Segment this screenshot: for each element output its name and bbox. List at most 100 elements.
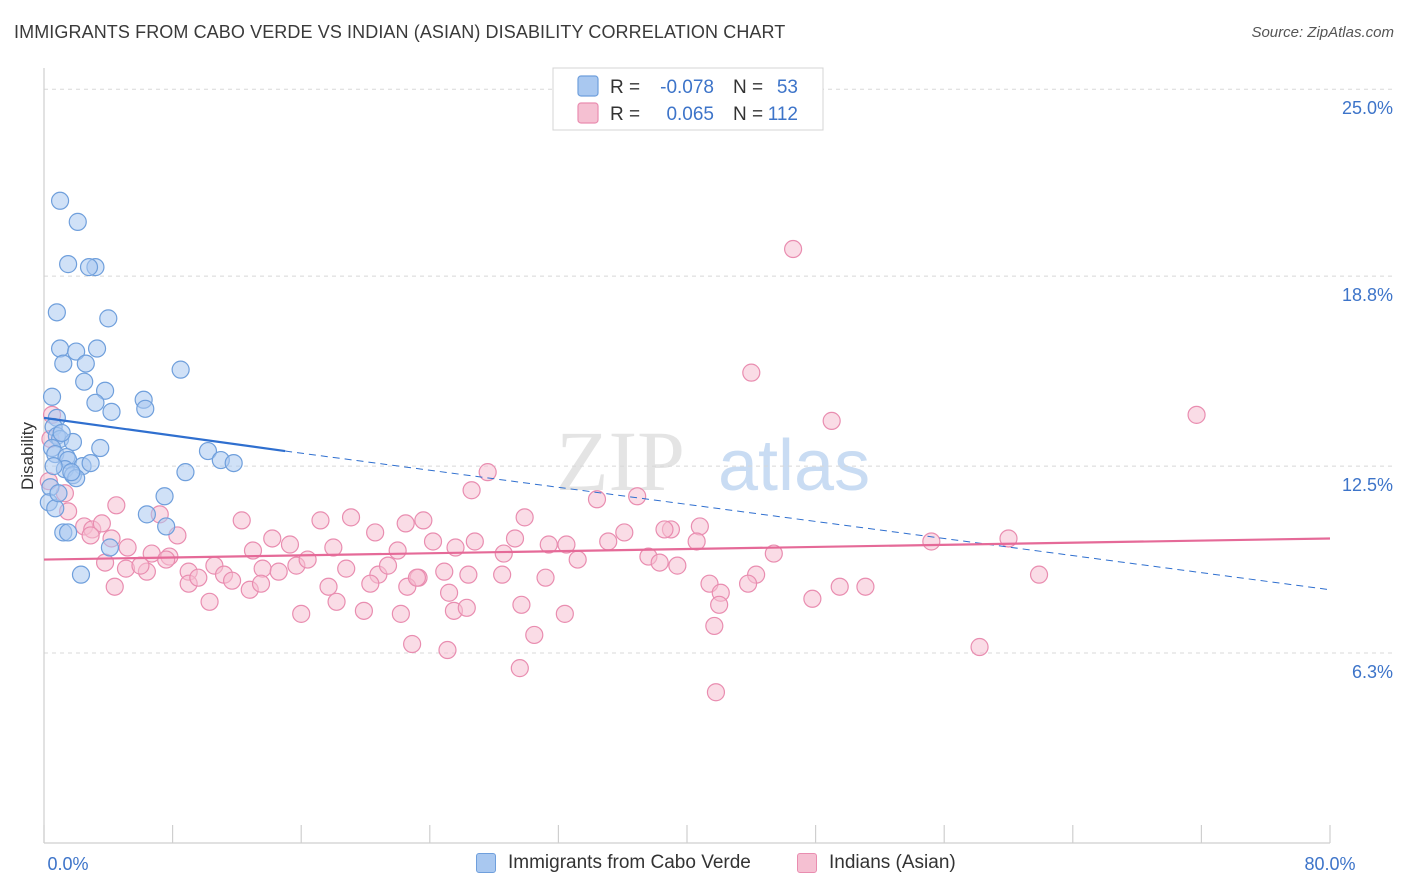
- indian-asian-point: [742, 363, 761, 382]
- indian-asian-point: [189, 568, 208, 587]
- cabo-verde-point: [157, 517, 176, 536]
- indian-asian-point: [366, 523, 385, 542]
- chart-title: IMMIGRANTS FROM CABO VERDE VS INDIAN (AS…: [14, 22, 786, 42]
- indian-asian-point: [354, 601, 373, 620]
- cabo-verde-point: [176, 463, 195, 482]
- indian-asian-point: [706, 683, 726, 702]
- legend-item-indian-asian: Indians (Asian): [797, 852, 956, 874]
- indian-asian-point: [435, 562, 454, 581]
- legend-label-cabo-verde: Immigrants from Cabo Verde: [508, 852, 751, 873]
- indian-asian-point: [269, 562, 288, 581]
- cabo-verde-point: [99, 309, 118, 328]
- cabo-verde-point: [224, 453, 243, 473]
- cabo-verde-point: [52, 423, 71, 443]
- indian-asian-point: [856, 577, 875, 596]
- x-tick-label-min: 0.0%: [47, 854, 88, 874]
- indian-asian-point: [587, 490, 607, 509]
- cabo-verde-point: [86, 393, 105, 412]
- indian-asian-point: [396, 514, 415, 533]
- indian-asian-point: [311, 511, 330, 530]
- indian-asian-point: [462, 481, 481, 500]
- indian-asian-point: [280, 535, 300, 554]
- cabo-verde-point: [67, 342, 86, 361]
- indian-asian-point: [92, 514, 111, 533]
- indian-asian-point: [705, 616, 724, 636]
- indian-asian-point: [1187, 405, 1206, 424]
- indian-asian-point: [970, 637, 989, 657]
- cabo-verde-point: [91, 438, 110, 458]
- cabo-verde-point: [198, 441, 218, 461]
- indian-asian-point: [361, 574, 380, 593]
- indian-asian-point: [438, 640, 457, 660]
- indian-asian-point: [822, 411, 841, 430]
- trend-lines: [43, 416, 1331, 591]
- indian-asian-point: [157, 550, 176, 569]
- cabo-verde-point: [79, 258, 99, 277]
- indian-asian-point: [378, 556, 398, 575]
- legend-item-cabo-verde: Immigrants from Cabo Verde: [476, 852, 751, 874]
- indian-asian-point: [615, 523, 634, 542]
- cabo-verde-point: [76, 354, 95, 373]
- indian-asian-point: [505, 529, 525, 548]
- indian-asian-point: [391, 604, 410, 623]
- indian-asian-point: [922, 532, 941, 551]
- legend-n-value-pink: 112: [768, 104, 798, 125]
- indian-asian-point: [478, 463, 497, 482]
- indian-asian-point: [459, 565, 478, 584]
- y-tick-labels: 6.3% 12.5% 18.8% 25.0%: [1342, 98, 1393, 682]
- indian-asian-points: [39, 239, 1206, 702]
- indian-asian-point: [783, 239, 803, 259]
- indian-asian-point: [407, 568, 427, 587]
- indian-asian-point: [200, 592, 219, 611]
- cabo-verde-point: [50, 191, 70, 210]
- cabo-verde-point: [54, 354, 73, 373]
- legend-swatch-pink: [577, 102, 599, 124]
- indian-asian-point: [690, 517, 709, 536]
- y-tick-label: 12.5%: [1342, 475, 1393, 495]
- cabo-verde-trend-extension: [285, 450, 1331, 591]
- indian-asian-point: [95, 553, 115, 572]
- indian-asian-point: [687, 532, 706, 551]
- axes: [43, 68, 1331, 844]
- cabo-verde-point: [42, 387, 62, 406]
- cabo-verde-point: [171, 360, 190, 379]
- indian-asian-point: [830, 577, 849, 596]
- indian-asian-point: [414, 511, 433, 530]
- cabo-verde-point: [44, 457, 63, 476]
- cabo-verde-point: [71, 565, 91, 584]
- cabo-verde-point: [95, 381, 115, 400]
- legend-swatch-blue: [577, 75, 599, 97]
- indian-asian-point: [494, 544, 513, 563]
- cabo-verde-point: [75, 372, 94, 391]
- indian-asian-point: [292, 604, 311, 623]
- indian-asian-point: [568, 550, 587, 569]
- indian-asian-point: [536, 568, 555, 587]
- cabo-verde-point: [59, 523, 78, 542]
- legend-r-value-pink: 0.065: [666, 104, 714, 125]
- cabo-verde-point: [62, 463, 81, 482]
- indian-asian-point: [668, 556, 687, 575]
- legend-n-label-pink: N =: [733, 104, 763, 125]
- cabo-verde-point: [46, 499, 65, 518]
- cabo-verde-point: [100, 538, 120, 557]
- indian-asian-point: [493, 565, 512, 584]
- indian-asian-point: [118, 538, 137, 557]
- indian-asian-point: [555, 604, 574, 623]
- legend-n-label-blue: N =: [733, 77, 763, 98]
- cabo-verde-point: [59, 255, 78, 274]
- indian-asian-point: [539, 535, 558, 554]
- indian-asian-point: [512, 595, 531, 614]
- indian-asian-point: [298, 550, 317, 569]
- indian-asian-point: [232, 511, 251, 530]
- indian-asian-point: [628, 487, 647, 506]
- indian-asian-point: [388, 541, 407, 560]
- cabo-verde-point: [49, 484, 68, 503]
- legend-r-label-pink: R =: [610, 104, 640, 125]
- indian-asian-point: [341, 508, 361, 527]
- legend-n-value-blue: 53: [777, 77, 798, 98]
- indian-asian-point: [337, 559, 356, 578]
- indian-asian-point: [557, 535, 576, 554]
- legend-label-indian-asian: Indians (Asian): [829, 852, 956, 873]
- indian-asian-point: [251, 574, 271, 593]
